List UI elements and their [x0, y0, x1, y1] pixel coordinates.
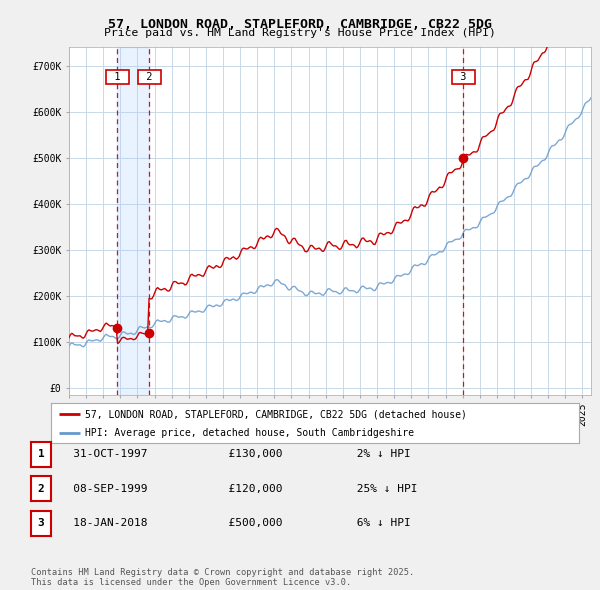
Text: 57, LONDON ROAD, STAPLEFORD, CAMBRIDGE, CB22 5DG: 57, LONDON ROAD, STAPLEFORD, CAMBRIDGE, … [108, 18, 492, 31]
Text: 31-OCT-1997            £130,000           2% ↓ HPI: 31-OCT-1997 £130,000 2% ↓ HPI [53, 450, 410, 459]
Text: 1: 1 [108, 71, 127, 81]
Text: 3: 3 [38, 519, 44, 528]
Text: HPI: Average price, detached house, South Cambridgeshire: HPI: Average price, detached house, Sout… [85, 428, 415, 438]
Text: 57, LONDON ROAD, STAPLEFORD, CAMBRIDGE, CB22 5DG (detached house): 57, LONDON ROAD, STAPLEFORD, CAMBRIDGE, … [85, 409, 467, 419]
Text: 3: 3 [454, 71, 473, 81]
Bar [118, 47, 149, 395]
Text: 2: 2 [38, 484, 44, 493]
Text: 08-SEP-1999            £120,000           25% ↓ HPI: 08-SEP-1999 £120,000 25% ↓ HPI [53, 484, 418, 493]
Text: 1: 1 [38, 450, 44, 459]
Text: 2: 2 [140, 71, 158, 81]
Text: Contains HM Land Registry data © Crown copyright and database right 2025.
This d: Contains HM Land Registry data © Crown c… [31, 568, 415, 587]
Text: 18-JAN-2018            £500,000           6% ↓ HPI: 18-JAN-2018 £500,000 6% ↓ HPI [53, 519, 410, 528]
Text: Price paid vs. HM Land Registry's House Price Index (HPI): Price paid vs. HM Land Registry's House … [104, 28, 496, 38]
